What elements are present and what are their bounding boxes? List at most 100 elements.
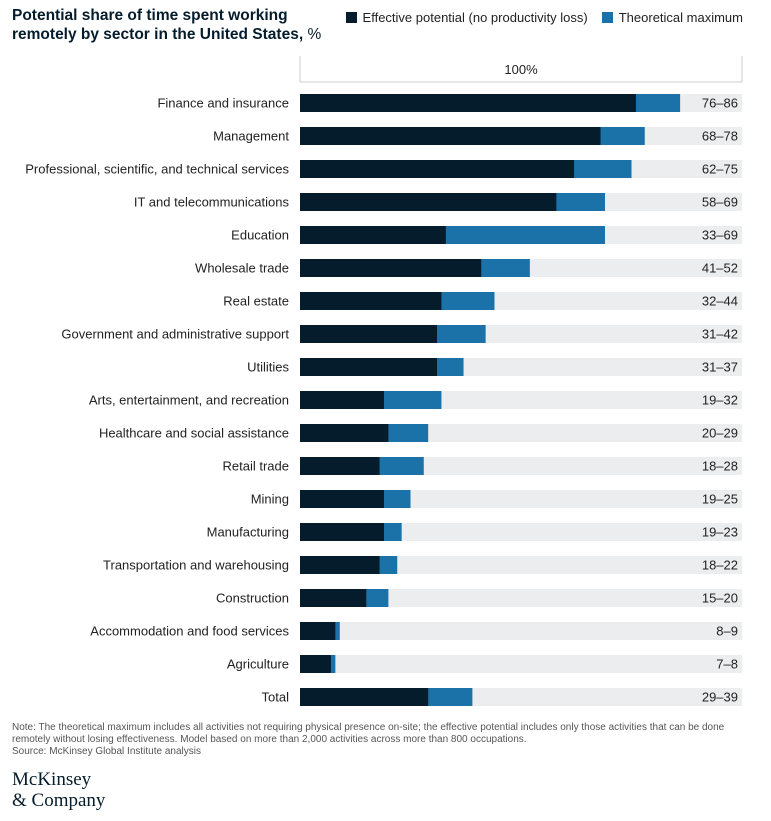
category-label: Utilities [247,360,289,375]
category-label: Manufacturing [207,525,289,540]
category-label: Arts, entertainment, and recreation [89,393,289,408]
bar-effective [300,457,380,475]
range-label: 15–20 [702,591,738,606]
legend-label-effective: Effective potential (no productivity los… [362,10,588,25]
bar-effective [300,589,367,607]
chart-row: Government and administrative support 31–… [61,325,742,343]
logo-line-2: & Company [12,790,106,811]
legend-label-theoretical: Theoretical maximum [618,10,743,25]
chart-row: Management 68–78 [213,127,742,145]
chart-row: Professional, scientific, and technical … [25,160,742,178]
bar-background [300,589,742,607]
chart-title-unit: % [307,26,322,43]
category-label: Wholesale trade [195,261,289,276]
range-label: 19–23 [702,525,738,540]
bar-effective [300,193,557,211]
category-label: Retail trade [223,459,289,474]
chart-row: Manufacturing 19–23 [207,523,742,541]
category-label: Finance and insurance [157,96,289,111]
reference-label: 100% [504,62,538,77]
bar-effective [300,292,442,310]
category-label: IT and telecommunications [134,195,290,210]
bar-background [300,523,742,541]
range-label: 58–69 [702,195,738,210]
chart-legend: Effective potential (no productivity los… [332,10,743,25]
range-label: 19–32 [702,393,738,408]
chart-title-text: Potential share of time spent working re… [12,7,304,43]
bar-effective [300,358,438,376]
chart-row: Total 29–39 [262,688,742,706]
chart-row: Retail trade 18–28 [223,457,742,475]
category-label: Total [262,690,290,705]
bar-effective [300,127,601,145]
range-label: 20–29 [702,426,738,441]
legend-swatch-theoretical [601,12,613,23]
chart-row: Arts, entertainment, and recreation 19–32 [89,391,742,409]
chart-row: IT and telecommunications 58–69 [134,193,742,211]
logo-line-1: McKinsey [12,769,92,790]
bar-effective [300,325,438,343]
mckinsey-logo: McKinsey & Company [12,769,105,811]
range-label: 8–9 [716,624,738,639]
chart-rows: Finance and insurance 76–86 Management 68–7… [25,94,742,706]
bar-effective [300,226,446,244]
bar-effective [300,424,389,442]
range-label: 19–25 [702,492,738,507]
category-label: Agriculture [227,657,289,672]
range-label: 68–78 [702,129,738,144]
range-label: 31–37 [702,360,738,375]
chart-row: Education 33–69 [231,226,742,244]
bar-effective [300,655,331,673]
bar-effective [300,259,482,277]
bar-background [300,556,742,574]
category-label: Healthcare and social assistance [99,426,289,441]
chart-title: Potential share of time spent working re… [12,6,342,44]
legend-swatch-effective [345,12,357,23]
category-label: Management [213,129,289,144]
chart-row: Accommodation and food services 8–9 [90,622,742,640]
chart-row: Agriculture 7–8 [227,655,742,673]
chart-row: Real estate 32–44 [223,292,742,310]
category-label: Construction [216,591,289,606]
footnote-source: Source: McKinsey Global Institute analys… [12,746,201,757]
range-label: 33–69 [702,228,738,243]
legend-item-effective: Effective potential (no productivity los… [345,10,588,25]
bar-effective [300,622,336,640]
category-label: Mining [251,492,289,507]
bar-effective [300,688,429,706]
range-label: 18–22 [702,558,738,573]
range-label: 32–44 [702,294,738,309]
chart-row: Construction 15–20 [216,589,742,607]
category-label: Government and administrative support [61,327,289,342]
bar-effective [300,160,575,178]
chart-row: Wholesale trade 41–52 [195,259,742,277]
legend-item-theoretical: Theoretical maximum [601,10,743,25]
range-label: 76–86 [702,96,738,111]
category-label: Real estate [223,294,289,309]
chart-row: Finance and insurance 76–86 [157,94,742,112]
chart-row: Transportation and warehousing 18–22 [103,556,742,574]
reference-100-percent: 100% [299,56,743,83]
bar-effective [300,490,384,508]
category-label: Professional, scientific, and technical … [25,162,289,177]
chart-row: Mining 19–25 [251,490,742,508]
range-label: 31–42 [702,327,738,342]
bar-effective [300,523,384,541]
bar-effective [300,94,636,112]
range-label: 62–75 [702,162,738,177]
footnote-note: Note: The theoretical maximum includes a… [12,722,725,745]
range-label: 29–39 [702,690,738,705]
bar-effective [300,391,384,409]
chart-row: Utilities 31–37 [247,358,742,376]
category-label: Accommodation and food services [90,624,289,639]
bar-chart: 100% Finance and insurance 76–86 Managemen… [25,56,743,706]
bar-background [300,622,742,640]
bar-background [300,655,742,673]
range-label: 7–8 [716,657,738,672]
footnote: Note: The theoretical maximum includes a… [12,722,752,758]
chart-row: Healthcare and social assistance 20–29 [99,424,742,442]
range-label: 41–52 [702,261,738,276]
category-label: Education [231,228,289,243]
bar-effective [300,556,380,574]
range-label: 18–28 [702,459,738,474]
